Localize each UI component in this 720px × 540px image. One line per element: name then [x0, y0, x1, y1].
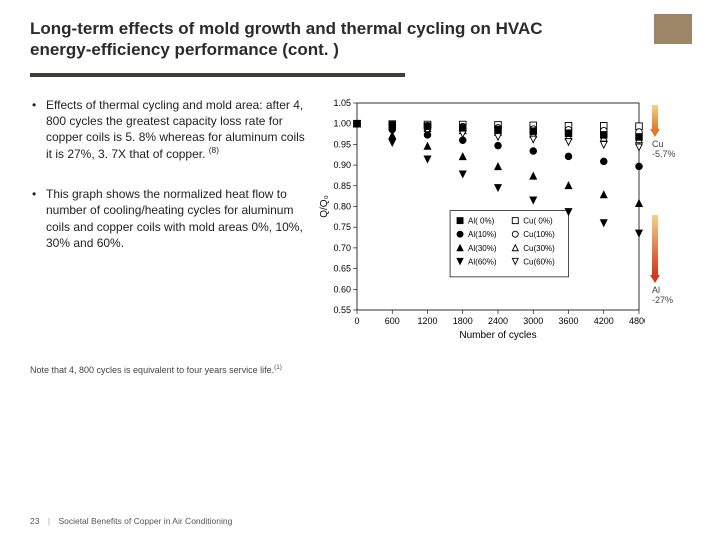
doc-name: Societal Benefits of Copper in Air Condi… — [58, 516, 232, 526]
qq0-chart: 0 600 1200 1800 2400 3000 3600 4200 4800 0.55 0.60… — [315, 97, 645, 342]
brand-block — [654, 14, 692, 44]
content-row: Effects of thermal cycling and mold area… — [30, 97, 698, 342]
svg-text:1.05: 1.05 — [333, 98, 351, 108]
svg-text:Al( 0%): Al( 0%) — [468, 216, 495, 225]
bullet-item: This graph shows the normalized heat flo… — [30, 186, 305, 251]
svg-text:0.95: 0.95 — [333, 139, 351, 149]
bullet-item: Effects of thermal cycling and mold area… — [30, 97, 305, 163]
svg-text:0.90: 0.90 — [333, 160, 351, 170]
anno-value: -5.7% — [652, 149, 676, 159]
svg-text:0: 0 — [354, 316, 359, 326]
svg-text:Al(10%): Al(10%) — [468, 230, 497, 239]
svg-text:1800: 1800 — [453, 316, 473, 326]
footer-sep: | — [48, 516, 50, 526]
svg-text:Cu(10%): Cu(10%) — [523, 230, 555, 239]
anno-label: Al — [652, 285, 660, 295]
bullet-column: Effects of thermal cycling and mold area… — [30, 97, 305, 342]
svg-text:Number of cycles: Number of cycles — [459, 330, 536, 341]
svg-text:1.00: 1.00 — [333, 118, 351, 128]
footnote-text: Note that 4, 800 cycles is equivalent to… — [30, 365, 274, 375]
chart-annotation: Al-27% — [650, 215, 673, 307]
bullet-text: This graph shows the normalized heat flo… — [46, 187, 303, 250]
slide-footer: 23 | Societal Benefits of Copper in Air … — [30, 516, 232, 526]
svg-text:Cu(60%): Cu(60%) — [523, 257, 555, 266]
svg-text:0.65: 0.65 — [333, 263, 351, 273]
svg-text:4800: 4800 — [629, 316, 645, 326]
svg-text:4200: 4200 — [594, 316, 614, 326]
page-number: 23 — [30, 516, 39, 526]
svg-text:1200: 1200 — [417, 316, 437, 326]
svg-text:Cu(30%): Cu(30%) — [523, 243, 555, 252]
title-rule — [30, 73, 405, 77]
svg-text:Al(30%): Al(30%) — [468, 243, 497, 252]
svg-text:600: 600 — [385, 316, 400, 326]
anno-label: Cu — [652, 139, 664, 149]
svg-text:0.80: 0.80 — [333, 201, 351, 211]
svg-text:Cu( 0%): Cu( 0%) — [523, 216, 553, 225]
svg-text:0.70: 0.70 — [333, 242, 351, 252]
slide-title: Long-term effects of mold growth and the… — [30, 18, 590, 61]
bullet-text: Effects of thermal cycling and mold area… — [46, 98, 305, 162]
svg-text:0.75: 0.75 — [333, 222, 351, 232]
svg-text:Al(60%): Al(60%) — [468, 257, 497, 266]
chart-annotation: Cu-5.7% — [650, 105, 676, 161]
svg-text:Q/Q₀: Q/Q₀ — [319, 195, 330, 218]
footnote-sup: (1) — [274, 364, 282, 371]
svg-text:0.85: 0.85 — [333, 180, 351, 190]
chart-wrap: 0 600 1200 1800 2400 3000 3600 4200 4800 0.55 0.60… — [315, 97, 665, 342]
svg-text:3000: 3000 — [523, 316, 543, 326]
footnote: Note that 4, 800 cycles is equivalent to… — [30, 364, 698, 375]
svg-text:0.60: 0.60 — [333, 284, 351, 294]
svg-text:2400: 2400 — [488, 316, 508, 326]
anno-value: -27% — [652, 295, 673, 305]
bullet-sup: (8) — [209, 145, 219, 155]
svg-text:3600: 3600 — [558, 316, 578, 326]
slide: Long-term effects of mold growth and the… — [0, 0, 720, 540]
svg-text:0.55: 0.55 — [333, 305, 351, 315]
